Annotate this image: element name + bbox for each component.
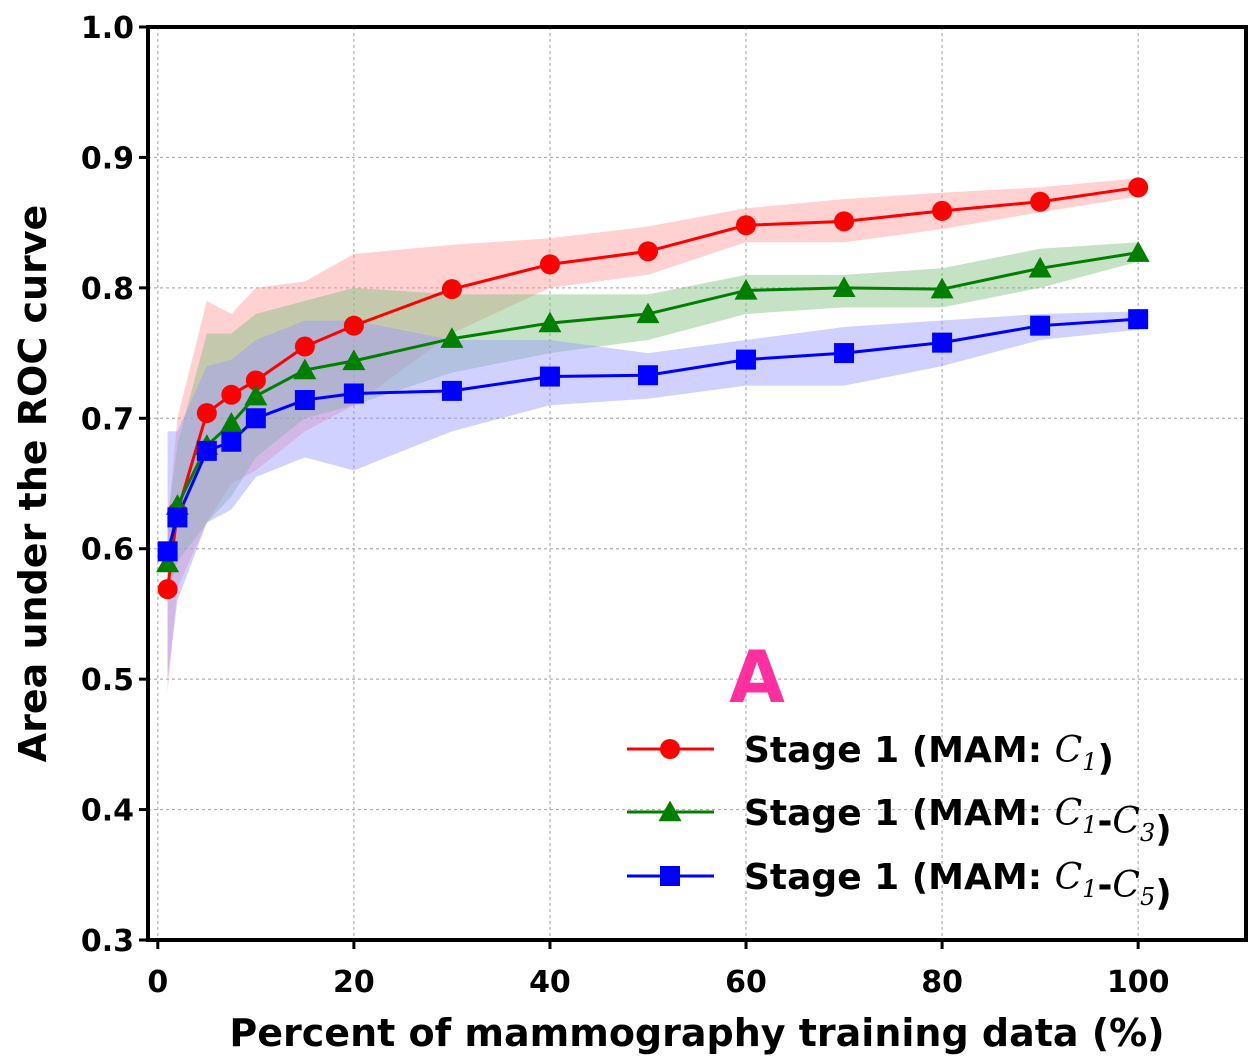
marker-circle [638,241,658,261]
marker-square [167,507,187,527]
x-tick-label: 40 [529,965,571,1000]
marker-circle [540,254,560,274]
marker-square [221,432,241,452]
y-tick-label: 0.7 [81,402,134,437]
marker-circle [442,279,462,299]
y-tick-label: 0.4 [81,794,134,829]
y-tick-label: 0.6 [81,533,134,568]
marker-square [540,367,560,387]
legend-entry: Stage 1 (MAM: C1-C5) [744,857,1172,914]
marker-circle [295,337,315,357]
y-tick-label: 0.9 [81,141,134,176]
marker-square [442,381,462,401]
marker-square [158,541,178,561]
marker-circle [660,739,680,759]
marker-square [736,350,756,370]
x-tick-label: 100 [1107,965,1170,1000]
marker-square [197,441,217,461]
marker-circle [158,579,178,599]
marker-circle [932,201,952,221]
legend-entry: Stage 1 (MAM: C1) [744,730,1114,779]
panel-annotation: A [729,635,785,719]
y-axis-label: Area under the ROC curve [11,205,55,763]
marker-circle [736,215,756,235]
marker-circle [1030,192,1050,212]
marker-square [660,866,680,886]
marker-square [932,333,952,353]
axis-ticks: 0 20 40 60 80 100 0.3 0.4 0.5 0.6 0.7 0.8 0.9 1.0 [81,11,1170,1000]
y-tick-label: 1.0 [81,11,134,46]
marker-square [1128,309,1148,329]
x-axis-label: Percent of mammography training data (%) [229,1011,1164,1055]
marker-square [246,408,266,428]
marker-circle [344,316,364,336]
marker-circle [197,403,217,423]
y-tick-label: 0.8 [81,272,134,307]
marker-square [295,390,315,410]
x-tick-label: 80 [921,965,963,1000]
marker-circle [221,385,241,405]
legend: Stage 1 (MAM: C1) Stage 1 (MAM: C1-C3) Sta… [627,730,1172,914]
legend-entry: Stage 1 (MAM: C1-C3) [744,793,1172,850]
marker-square [638,365,658,385]
marker-square [1030,316,1050,336]
y-tick-label: 0.5 [81,663,134,698]
x-tick-label: 60 [725,965,767,1000]
marker-square [834,343,854,363]
marker-square [344,384,364,404]
x-tick-label: 20 [333,965,375,1000]
y-tick-label: 0.3 [81,924,134,959]
marker-circle [834,211,854,231]
marker-circle [1128,177,1148,197]
x-tick-label: 0 [147,965,168,1000]
